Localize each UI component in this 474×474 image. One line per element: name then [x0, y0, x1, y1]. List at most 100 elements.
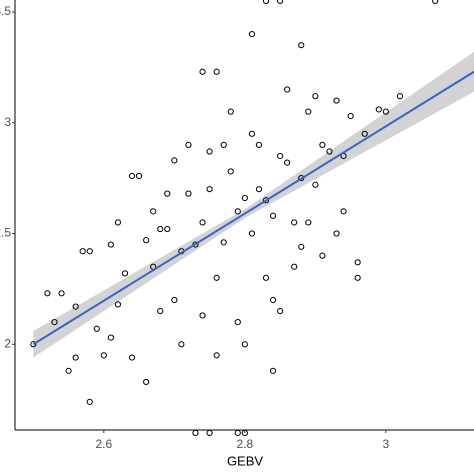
point [269, 367, 277, 374]
point [248, 230, 256, 237]
point [220, 141, 227, 148]
point [326, 148, 333, 155]
point [72, 303, 79, 310]
plot-area [30, 0, 474, 436]
point [432, 0, 439, 4]
point [291, 219, 298, 226]
point [213, 352, 220, 359]
point [178, 341, 185, 348]
point [114, 219, 122, 226]
point [312, 93, 319, 100]
point [114, 301, 122, 308]
point [185, 190, 192, 197]
x-axis-title: GEBV [227, 453, 263, 468]
point [319, 141, 326, 148]
point [227, 108, 234, 115]
point [157, 307, 164, 315]
y-tick-label: 2 [4, 336, 11, 350]
point [262, 0, 270, 4]
point [262, 197, 270, 204]
point [354, 274, 361, 281]
point [79, 248, 86, 255]
point [171, 157, 178, 164]
point [192, 429, 199, 436]
point [100, 352, 107, 359]
point [312, 181, 319, 188]
point [220, 239, 227, 246]
y-tick-label: 3 [4, 115, 11, 129]
point [248, 31, 256, 38]
point [51, 319, 58, 326]
point [298, 243, 305, 250]
point [58, 290, 65, 297]
point [150, 208, 157, 215]
point [199, 68, 206, 75]
point [319, 252, 326, 259]
point [171, 296, 178, 304]
point [262, 274, 270, 281]
point [284, 159, 291, 166]
point [255, 141, 263, 148]
point [65, 367, 72, 374]
point [143, 378, 150, 386]
point [277, 0, 284, 4]
point [340, 208, 347, 215]
point [277, 152, 284, 160]
point [206, 148, 213, 155]
y-tick-label: 3.5 [0, 4, 11, 18]
point [185, 141, 192, 148]
point [347, 112, 354, 120]
confidence-band [33, 51, 474, 358]
point [234, 319, 241, 326]
point [361, 130, 368, 137]
point [333, 230, 340, 237]
point [86, 398, 93, 405]
point [227, 168, 234, 175]
point [305, 108, 312, 115]
point [164, 190, 171, 197]
point [375, 106, 382, 113]
y-tick-label: 2.5 [0, 226, 11, 240]
point [44, 290, 51, 297]
point [128, 172, 136, 179]
point [206, 429, 213, 436]
point [269, 296, 277, 304]
point [298, 42, 305, 49]
point [234, 429, 241, 436]
point [305, 219, 312, 226]
point [354, 259, 361, 266]
point [241, 341, 248, 348]
point [107, 241, 114, 248]
point [86, 248, 93, 255]
point [234, 208, 241, 215]
point [164, 225, 171, 233]
point [107, 334, 114, 341]
point [333, 97, 340, 104]
point [135, 172, 143, 179]
point [72, 354, 79, 361]
point [93, 325, 100, 332]
point [143, 237, 150, 244]
x-tick-label: 3 [383, 437, 390, 451]
point [269, 212, 277, 219]
point [206, 186, 213, 193]
point [199, 312, 206, 319]
x-tick-label: 2.8 [237, 437, 254, 451]
fit-line [32, 70, 474, 346]
point [30, 341, 37, 348]
point [128, 354, 136, 361]
point [277, 307, 284, 315]
point [291, 263, 298, 270]
point [121, 270, 129, 277]
point [199, 219, 206, 226]
point [157, 225, 164, 233]
point [213, 68, 220, 75]
point [213, 274, 220, 281]
point [284, 86, 291, 93]
point [248, 130, 256, 137]
point [241, 194, 248, 202]
point [396, 93, 404, 100]
point [255, 186, 263, 193]
